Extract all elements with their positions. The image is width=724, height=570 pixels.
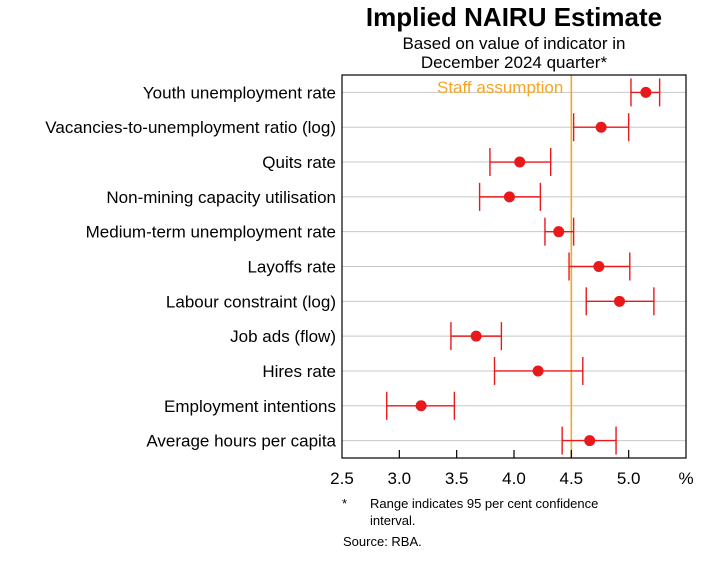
chart-title: Implied NAIRU Estimate	[366, 2, 662, 32]
chart-subtitle-line-1: Based on value of indicator in	[402, 34, 625, 53]
x-tick-label: 5.0	[617, 469, 641, 488]
estimate-point	[613, 295, 625, 307]
chart-subtitle-line-2: December 2024 quarter*	[421, 53, 608, 72]
estimate-point	[503, 191, 515, 203]
estimate-point	[640, 86, 652, 98]
estimate-point	[595, 121, 607, 133]
estimate-point	[514, 156, 526, 168]
category-label: Medium-term unemployment rate	[86, 223, 336, 242]
footnote-line-1: Range indicates 95 per cent confidence	[370, 496, 598, 511]
category-label: Labour constraint (log)	[166, 292, 336, 311]
category-labels: Youth unemployment rate Vacancies-to-unem…	[45, 83, 336, 450]
category-label: Vacancies-to-unemployment ratio (log)	[45, 118, 336, 137]
x-tick-label: 3.0	[388, 469, 412, 488]
x-tick-label: 4.5	[560, 469, 584, 488]
x-tick-label: 3.5	[445, 469, 469, 488]
estimate-point	[532, 365, 544, 377]
x-tick-label: 2.5	[330, 469, 354, 488]
category-label: Employment intentions	[164, 397, 336, 416]
x-axis-ticks	[398, 450, 630, 458]
footnote-line-2: interval.	[370, 513, 416, 528]
category-label: Non-mining capacity utilisation	[106, 188, 336, 207]
category-label: Average hours per capita	[146, 432, 336, 451]
estimate-point	[584, 435, 596, 447]
source-note: Source: RBA.	[343, 534, 422, 549]
footnote-marker: *	[342, 496, 347, 511]
gridlines	[342, 91, 686, 442]
x-axis-unit-label: %	[678, 469, 693, 488]
category-label: Job ads (flow)	[230, 327, 336, 346]
category-label: Layoffs rate	[247, 258, 336, 277]
x-tick-label: 4.0	[502, 469, 526, 488]
category-label: Quits rate	[262, 153, 336, 172]
staff-assumption-label: Staff assumption	[437, 78, 563, 97]
data-marks	[386, 78, 661, 455]
x-axis-tick-labels: 2.5 3.0 3.5 4.0 4.5 5.0	[330, 469, 640, 488]
estimate-point	[553, 226, 565, 238]
category-label: Hires rate	[262, 362, 336, 381]
category-label: Youth unemployment rate	[143, 83, 336, 102]
estimate-point	[593, 261, 605, 272]
estimate-point	[415, 400, 427, 412]
estimate-point	[470, 330, 482, 342]
